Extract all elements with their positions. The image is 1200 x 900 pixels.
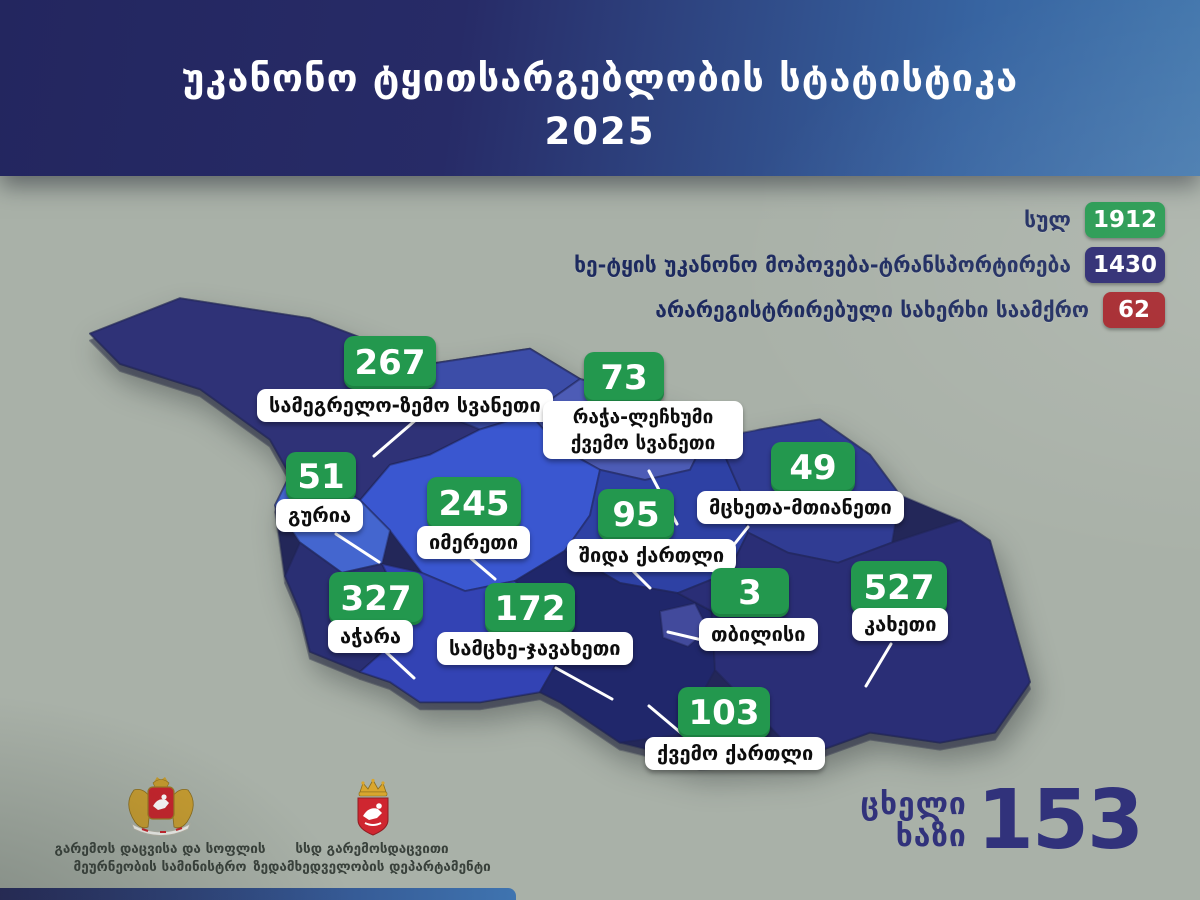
region-label-kvemo-kartli: ქვემო ქართლი [645, 737, 826, 770]
legend-value-sawmill: 62 [1103, 292, 1165, 328]
value-badge-kvemo-kartli: 103 [678, 687, 770, 738]
department-caption-line2: ზედამხედველობის დეპარტამენტი [253, 858, 491, 875]
hotline-word-1: ცხელი [860, 787, 967, 822]
page-title: უკანონო ტყითსარგებლობის სტატისტიკა [181, 56, 1019, 100]
region-label-racha-line1: რაჭა-ლეჩხუმი [572, 406, 714, 428]
region-label-racha-line2: ქვემო სვანეთი [570, 432, 716, 454]
header-band: უკანონო ტყითსარგებლობის სტატისტიკა 2025 [0, 0, 1200, 176]
region-label-samegrelo: სამეგრელო-ზემო სვანეთი [257, 389, 553, 422]
value-badge-tbilisi: 3 [711, 568, 789, 617]
value-badge-samegrelo: 267 [344, 336, 436, 389]
value-badge-shida-kartli: 95 [598, 489, 674, 540]
value-badge-guria: 51 [286, 452, 356, 501]
region-label-samtskhe: სამცხე-ჯავახეთი [437, 632, 633, 665]
legend-row-logging: ხე-ტყის უკანონო მოპოვება-ტრანსპორტირება … [574, 247, 1165, 283]
region-label-guria: გურია [276, 499, 364, 532]
ministry-caption-line2: მეურნეობის სამინისტრო [73, 858, 247, 875]
region-label-tbilisi: თბილისი [699, 618, 818, 651]
region-label-kakheti: კახეთი [852, 608, 949, 641]
region-label-mtskheta: მცხეთა-მთიანეთი [697, 491, 904, 524]
hotline-number: 153 [976, 773, 1144, 868]
legend-label-logging: ხე-ტყის უკანონო მოპოვება-ტრანსპორტირება [574, 253, 1071, 277]
ministry-caption: გარემოს დაცვისა და სოფლის მეურნეობის სამ… [38, 841, 282, 876]
hotline-words: ცხელი ხაზი [860, 789, 966, 853]
region-label-shida-kartli: შიდა ქართლი [567, 539, 737, 572]
legend-row-total: სულ 1912 [574, 202, 1165, 238]
legend: სულ 1912 ხე-ტყის უკანონო მოპოვება-ტრანსპ… [574, 202, 1165, 337]
legend-row-sawmill: არარეგისტრირებული სახერხი საამქრო 62 [574, 292, 1165, 328]
value-badge-imereti: 245 [427, 477, 521, 530]
region-label-racha: რაჭა-ლეჩხუმი ქვემო სვანეთი [543, 401, 743, 459]
ministry-coat-of-arms [128, 777, 194, 836]
legend-value-total: 1912 [1084, 202, 1165, 238]
region-label-achara: აჭარა [328, 620, 414, 653]
value-badge-samtskhe: 172 [485, 583, 575, 634]
department-caption: სსდ გარემოსდაცვითი ზედამხედველობის დეპარ… [250, 841, 494, 876]
value-badge-mtskheta: 49 [771, 442, 855, 493]
value-badge-racha: 73 [584, 352, 664, 403]
region-label-imereti: იმერეთი [417, 526, 531, 559]
legend-value-logging: 1430 [1084, 247, 1165, 283]
legend-label-total: სულ [1024, 208, 1071, 232]
page-year: 2025 [544, 110, 656, 153]
value-badge-kakheti: 527 [851, 561, 947, 614]
bottom-accent-bar [0, 888, 516, 900]
department-caption-line1: სსდ გარემოსდაცვითი [295, 841, 449, 857]
hotline-block: ცხელი ხაზი 153 [860, 773, 1144, 868]
value-badge-achara: 327 [329, 572, 423, 625]
department-emblem [357, 778, 389, 836]
ministry-caption-line1: გარემოს დაცვისა და სოფლის [54, 841, 266, 857]
georgia-map [89, 297, 1031, 764]
legend-label-sawmill: არარეგისტრირებული სახერხი საამქრო [655, 298, 1089, 322]
hotline-word-2: ხაზი [895, 819, 967, 854]
